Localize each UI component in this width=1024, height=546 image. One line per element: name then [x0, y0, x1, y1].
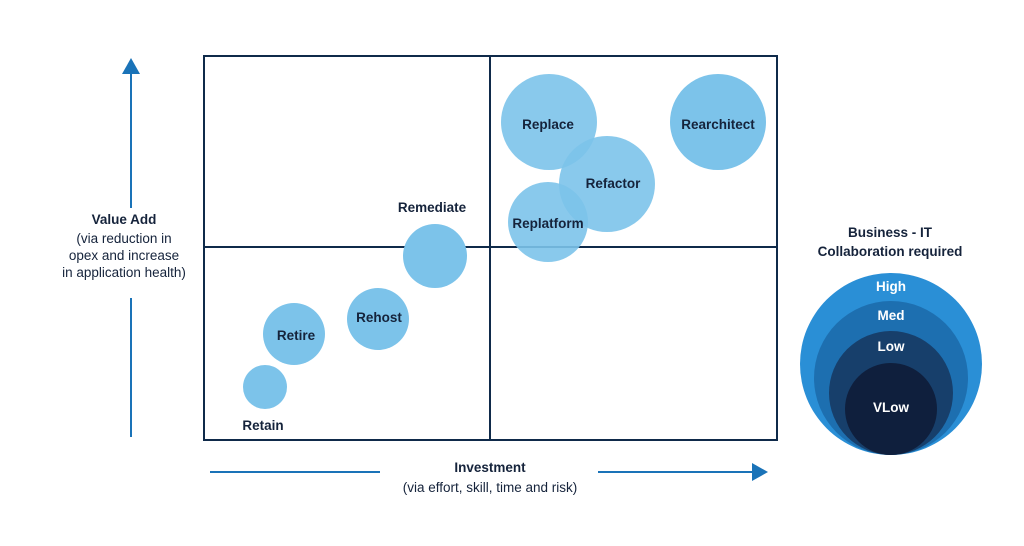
strategy-bubbles	[243, 74, 766, 409]
y-axis-subtitle-line-3: in application health)	[62, 265, 186, 280]
collaboration-legend	[800, 273, 982, 455]
quadrant-grid	[203, 55, 778, 441]
bubble-rearchitect	[670, 74, 766, 170]
label-replatform: Replatform	[512, 216, 583, 231]
legend-label-vlow: VLow	[873, 400, 909, 415]
bubble-remediate	[403, 224, 467, 288]
label-remediate: Remediate	[398, 200, 467, 215]
x-axis-arrowhead-icon	[752, 463, 768, 481]
legend-ring-vlow	[845, 363, 937, 455]
bubble-replace	[501, 74, 597, 170]
bubble-rehost	[347, 288, 409, 350]
y-axis-arrowhead-icon	[122, 58, 140, 74]
legend-label-high: High	[876, 279, 906, 294]
bubble-retain	[243, 365, 287, 409]
bubble-retire	[263, 303, 325, 365]
label-rearchitect: Rearchitect	[681, 117, 755, 132]
label-retain: Retain	[242, 418, 283, 433]
x-axis-arrow	[210, 463, 768, 481]
label-retire: Retire	[277, 328, 316, 343]
label-replace: Replace	[522, 117, 574, 132]
legend-label-low: Low	[878, 339, 905, 354]
y-axis-title: Value Add	[92, 212, 157, 227]
x-axis-subtitle: (via effort, skill, time and risk)	[403, 480, 578, 495]
legend-title-line-1: Business - IT	[848, 225, 933, 240]
y-axis-subtitle-line-1: (via reduction in	[76, 231, 171, 246]
x-axis-title: Investment	[454, 460, 526, 475]
y-axis-subtitle-line-2: opex and increase	[69, 248, 179, 263]
label-rehost: Rehost	[356, 310, 402, 325]
legend-title-line-2: Collaboration required	[818, 244, 963, 259]
label-refactor: Refactor	[586, 176, 642, 191]
bubble-replatform	[508, 182, 588, 262]
y-axis-arrow	[122, 58, 140, 437]
legend-label-med: Med	[878, 308, 905, 323]
